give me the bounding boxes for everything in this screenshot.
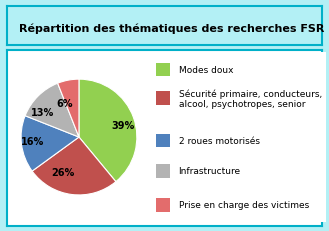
Bar xyxy=(156,63,170,77)
Text: Sécurité primaire, conducteurs,
alcool, psychotropes, senior: Sécurité primaire, conducteurs, alcool, … xyxy=(179,89,322,109)
Bar xyxy=(156,198,170,212)
Text: Répartition des thématiques des recherches FSR: Répartition des thématiques des recherch… xyxy=(19,23,325,34)
Text: 2 roues motorisés: 2 roues motorisés xyxy=(179,136,260,145)
Text: Infrastructure: Infrastructure xyxy=(179,167,241,176)
Text: 13%: 13% xyxy=(31,108,54,118)
Text: 16%: 16% xyxy=(21,137,44,147)
Text: Prise en charge des victimes: Prise en charge des victimes xyxy=(179,201,309,209)
Text: Modes doux: Modes doux xyxy=(179,66,233,74)
Wedge shape xyxy=(25,84,79,137)
Wedge shape xyxy=(21,116,79,171)
Text: 39%: 39% xyxy=(112,121,135,131)
Wedge shape xyxy=(32,137,116,195)
Text: 6%: 6% xyxy=(56,98,72,108)
Text: 26%: 26% xyxy=(51,167,75,177)
Bar xyxy=(156,92,170,105)
Bar xyxy=(156,164,170,178)
Wedge shape xyxy=(79,80,137,182)
Bar xyxy=(156,134,170,148)
Wedge shape xyxy=(58,80,79,137)
